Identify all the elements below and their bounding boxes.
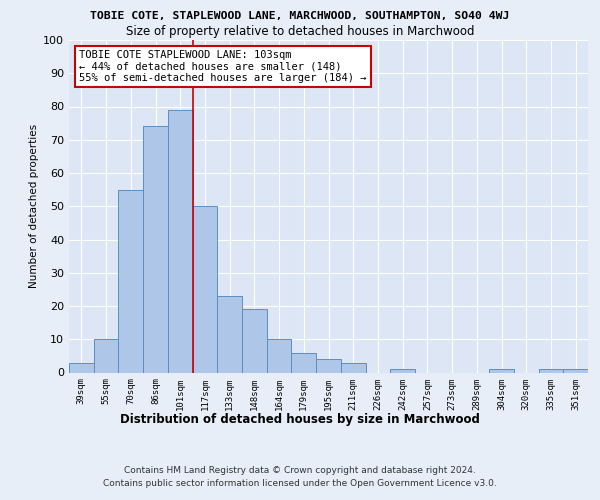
Bar [341,362,365,372]
Bar [69,362,94,372]
Bar [267,339,292,372]
Bar [193,206,217,372]
Bar [563,369,588,372]
Bar [539,369,563,372]
Bar [316,359,341,372]
Y-axis label: Number of detached properties: Number of detached properties [29,124,39,288]
Text: Contains public sector information licensed under the Open Government Licence v3: Contains public sector information licen… [103,479,497,488]
Bar [118,190,143,372]
Text: Distribution of detached houses by size in Marchwood: Distribution of detached houses by size … [120,412,480,426]
Text: Size of property relative to detached houses in Marchwood: Size of property relative to detached ho… [126,25,474,38]
Bar [390,369,415,372]
Bar [242,310,267,372]
Bar [292,352,316,372]
Bar [143,126,168,372]
Text: TOBIE COTE, STAPLEWOOD LANE, MARCHWOOD, SOUTHAMPTON, SO40 4WJ: TOBIE COTE, STAPLEWOOD LANE, MARCHWOOD, … [91,12,509,22]
Bar [94,339,118,372]
Bar [217,296,242,372]
Bar [489,369,514,372]
Text: TOBIE COTE STAPLEWOOD LANE: 103sqm
← 44% of detached houses are smaller (148)
55: TOBIE COTE STAPLEWOOD LANE: 103sqm ← 44%… [79,50,367,83]
Text: Contains HM Land Registry data © Crown copyright and database right 2024.: Contains HM Land Registry data © Crown c… [124,466,476,475]
Bar [168,110,193,372]
